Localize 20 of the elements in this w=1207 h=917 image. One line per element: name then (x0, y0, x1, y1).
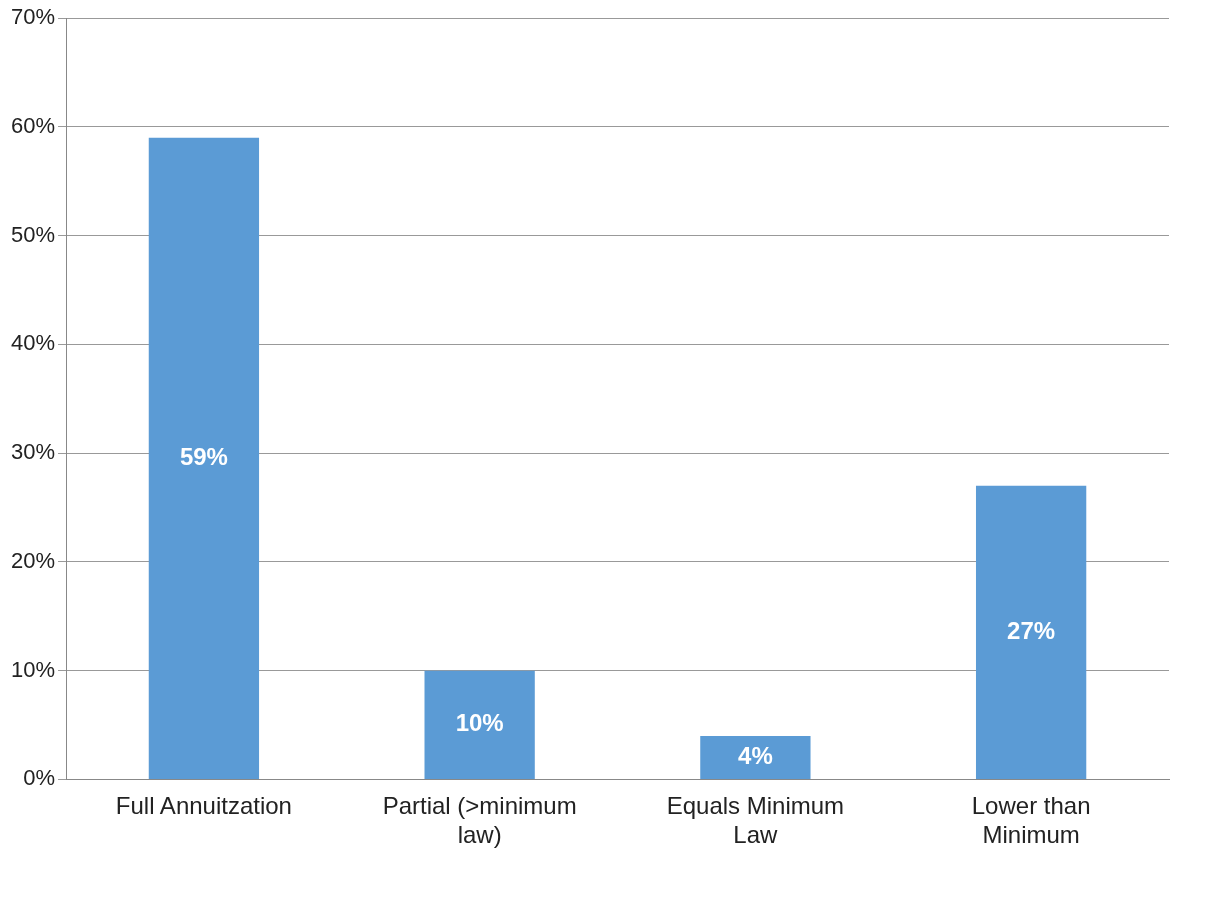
y-tick-label: 50% (10, 221, 56, 247)
x-tick-label: Partial (>minimum law) (382, 792, 577, 849)
bar (148, 137, 260, 779)
bar (975, 485, 1087, 779)
data-label: 59% (179, 442, 228, 470)
bar (424, 670, 535, 779)
data-label: 27% (1007, 616, 1056, 644)
y-tick-label: 20% (10, 547, 56, 573)
y-tick-label: 10% (10, 656, 56, 682)
y-tick-label: 0% (23, 765, 56, 791)
bar (700, 735, 811, 779)
y-tick-label: 30% (10, 439, 56, 465)
y-tick-label: 40% (10, 330, 56, 356)
y-tick-label: 70% (10, 4, 56, 30)
x-tick-label: Lower than Minimum (971, 792, 1091, 849)
data-label: 10% (455, 709, 504, 737)
x-tick-label: Equals Minimum Law (666, 792, 845, 849)
data-label: 4% (738, 742, 773, 770)
x-tick-label: Full Annuitzation (115, 792, 292, 820)
y-tick-label: 60% (10, 112, 56, 138)
